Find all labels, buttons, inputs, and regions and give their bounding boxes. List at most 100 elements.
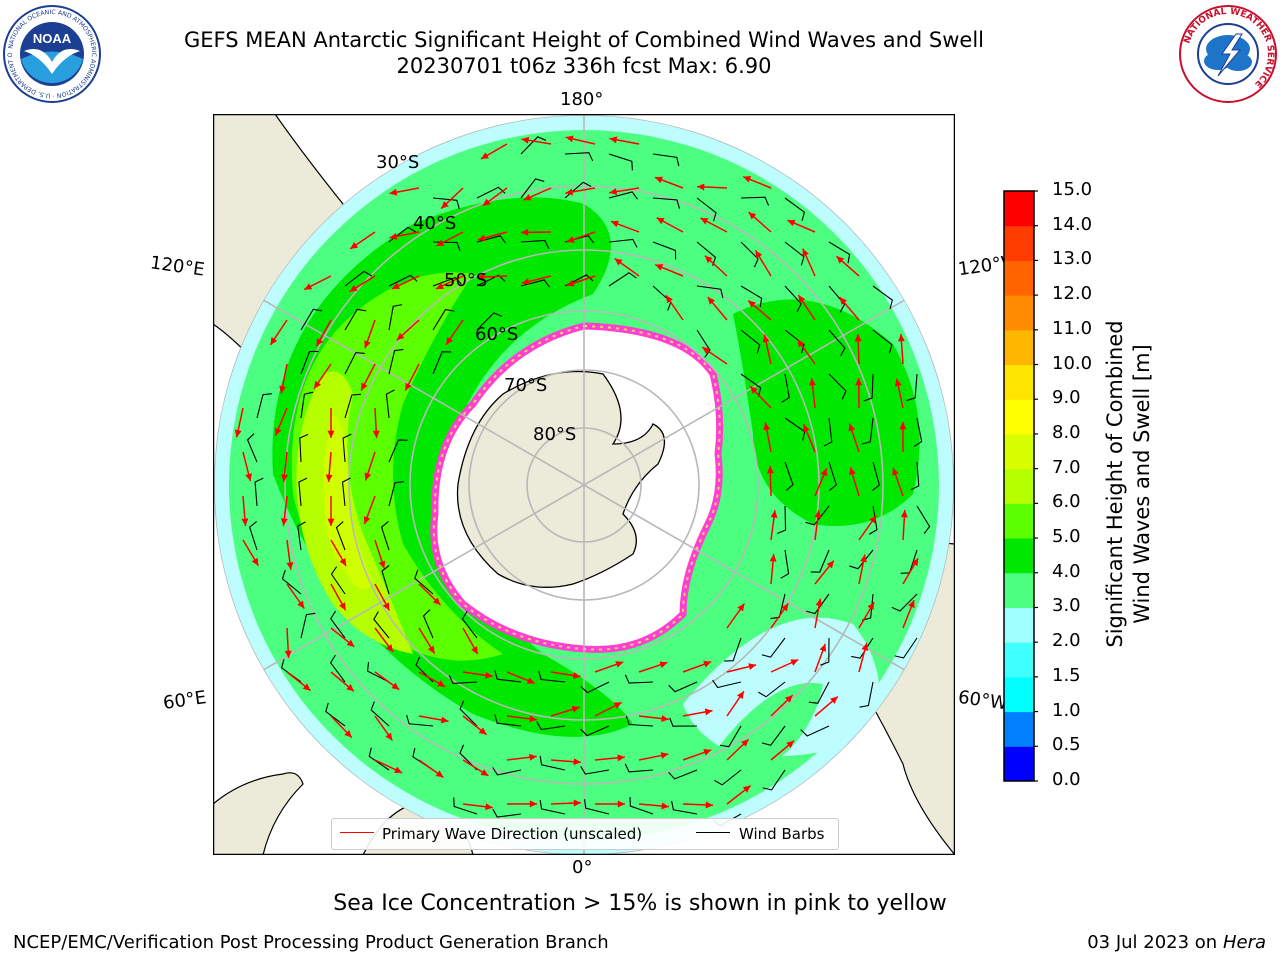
wind-barb — [520, 178, 545, 199]
wind-barb — [696, 285, 724, 299]
lon-label-top: 180° — [560, 89, 604, 110]
wind-barb — [806, 593, 830, 615]
wave-arrow-head — [482, 198, 491, 206]
colorbar-swatch — [1004, 260, 1034, 296]
lat-label-30s: 30°S — [376, 152, 420, 173]
wind-barb — [652, 197, 681, 209]
wave-arrow-head — [750, 386, 758, 394]
wind-barb — [299, 433, 309, 463]
wave-arrow-head — [703, 749, 712, 756]
wind-barb — [762, 769, 786, 791]
wind-barb — [740, 241, 759, 268]
chart-title: GEFS MEAN Antarctic Significant Height o… — [183, 28, 985, 52]
wind-barb — [385, 389, 395, 419]
wave-arrow-head — [286, 562, 294, 570]
colorbar-tick-label: 3.0 — [1052, 595, 1081, 617]
wind-barb — [300, 391, 314, 419]
wind-barb — [608, 238, 638, 248]
wave-arrow-head — [485, 671, 493, 679]
wave-arrow-head — [389, 232, 398, 240]
wave-arrow-head — [346, 639, 355, 647]
wind-barb — [494, 714, 522, 727]
wave-arrow-head — [389, 188, 398, 196]
wind-barb — [861, 593, 874, 621]
wind-barb — [828, 461, 837, 491]
wave-arrow-head — [521, 228, 529, 236]
wave-arrow-head — [446, 336, 453, 345]
wave-arrow-head — [245, 473, 253, 482]
wave-arrow-head — [565, 188, 574, 196]
wind-barb — [580, 725, 610, 737]
wave-arrow-head — [742, 785, 751, 793]
wave-arrow-head — [855, 378, 863, 386]
wind-barb — [872, 329, 893, 354]
wind-barb — [781, 373, 790, 403]
wave-arrow-head — [279, 385, 287, 394]
wave-arrow-head — [741, 739, 749, 747]
colorbar-tick-label: 9.0 — [1052, 387, 1081, 409]
wind-barb — [828, 373, 847, 400]
wave-arrow-head — [364, 472, 372, 481]
wind-barb — [256, 393, 272, 419]
colorbar-swatch — [1004, 607, 1034, 643]
wave-arrow-head — [808, 378, 816, 386]
wave-arrow-head — [703, 660, 712, 668]
lat-label-40s: 40°S — [413, 213, 457, 234]
wind-barb — [300, 612, 316, 639]
wind-barb — [861, 417, 874, 445]
colorbar-swatch — [1004, 468, 1034, 504]
wave-arrow-head — [763, 422, 771, 431]
wave-arrow-head — [405, 382, 412, 391]
wind-barb — [448, 675, 478, 685]
wave-arrow-head — [785, 695, 793, 703]
wave-arrow-head — [819, 643, 827, 652]
graticule — [214, 115, 954, 855]
wave-arrow-head — [521, 278, 530, 285]
wave-arrow-head — [349, 284, 358, 292]
wave-arrow-head — [867, 602, 875, 611]
lon-label-right-lower: 60°W — [956, 686, 1008, 715]
wind-barb — [520, 239, 550, 249]
wind-barb — [761, 725, 786, 746]
wind-barb — [344, 393, 361, 419]
wind-barb — [538, 670, 566, 683]
wind-barb — [341, 477, 351, 507]
wave-arrow-head — [748, 212, 757, 220]
wave-arrow-head — [435, 770, 444, 778]
wind-barb — [910, 461, 920, 491]
wind-barb — [492, 808, 522, 818]
wave-arrow-head — [378, 560, 386, 569]
wave-arrow-head — [899, 422, 907, 430]
wind-barb — [823, 417, 833, 447]
wave-arrow-head — [572, 672, 581, 679]
wave-arrow-head — [769, 554, 777, 562]
colorbar-swatch — [1004, 572, 1034, 608]
barb-legend-label: Wind Barbs — [739, 825, 825, 843]
wind-barb — [432, 276, 462, 287]
wind-barb — [872, 285, 894, 309]
wind-barb — [580, 681, 610, 694]
colorbar-title-line2: Wind Waves and Swell [m] — [1130, 344, 1154, 624]
wave-arrow-head — [363, 516, 371, 525]
wind-barb — [298, 477, 308, 507]
wind-barb — [380, 521, 390, 551]
wave-arrow-head — [802, 248, 809, 257]
noaa-logo: NATIONAL OCEANIC AND ATMOSPHERIC ADMINIS… — [2, 4, 101, 103]
wave-arrow-head — [344, 730, 352, 738]
wave-arrow-head — [565, 135, 574, 143]
wave-arrow-head — [302, 683, 311, 691]
lat-label-60s: 60°S — [475, 324, 519, 345]
wave-arrow-head — [737, 603, 745, 612]
wind-barb — [671, 800, 698, 815]
wind-barb — [492, 767, 522, 776]
wave-arrow-head — [615, 661, 624, 668]
wind-barb — [810, 549, 830, 573]
wind-barb — [780, 549, 790, 579]
wind-barb — [784, 285, 802, 313]
wave-arrow-head — [786, 740, 795, 749]
wave-arrow-head — [325, 474, 333, 482]
wind-barb — [868, 505, 878, 535]
colorbar-tick-label: 0.5 — [1052, 734, 1081, 756]
colorbar-tick-label: 10.0 — [1052, 352, 1093, 374]
wave-arrow-head — [566, 236, 575, 243]
